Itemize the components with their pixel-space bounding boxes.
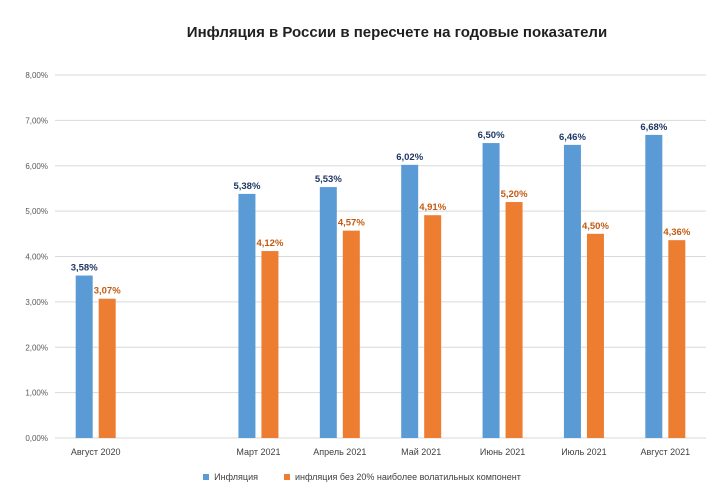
legend-swatch-core-inflation <box>283 474 290 480</box>
bar-core-inflation <box>98 298 116 438</box>
chart-title: Инфляция в России в пересчете на годовые… <box>186 24 608 41</box>
bar-inflation <box>319 187 337 438</box>
x-tick-label: Апрель 2021 <box>313 447 366 457</box>
bar-core-inflation <box>424 215 442 438</box>
y-tick-label: 1,00% <box>25 389 48 398</box>
data-label: 6,46% <box>559 132 586 143</box>
y-tick-label: 3,00% <box>25 298 48 307</box>
y-tick-label: 0,00% <box>25 434 48 443</box>
legend-item-core-inflation: инфляция без 20% наиболее волатильных ко… <box>283 472 521 482</box>
bar-core-inflation <box>342 230 360 438</box>
bar-inflation <box>645 134 663 438</box>
legend-label-inflation: Инфляция <box>214 472 258 482</box>
x-tick-label: Март 2021 <box>236 447 280 457</box>
y-tick-label: 8,00% <box>25 71 48 80</box>
data-label: 4,50% <box>582 221 609 232</box>
data-label: 5,20% <box>501 189 528 200</box>
data-label: 6,68% <box>640 122 667 133</box>
bar-core-inflation <box>586 233 604 438</box>
bar-core-inflation <box>505 202 523 438</box>
legend-label-core-inflation: инфляция без 20% наиболее волатильных ко… <box>294 472 521 482</box>
y-tick-label: 4,00% <box>25 253 48 262</box>
data-label: 4,91% <box>419 202 446 213</box>
data-label: 4,57% <box>338 218 365 229</box>
y-tick-label: 6,00% <box>25 162 48 171</box>
y-tick-label: 2,00% <box>25 343 48 352</box>
data-label: 6,02% <box>396 152 423 163</box>
chart-legend: Инфляция инфляция без 20% наиболее волат… <box>0 472 724 482</box>
data-label: 6,50% <box>478 130 505 141</box>
x-tick-label: Май 2021 <box>401 447 441 457</box>
x-tick-label: Июль 2021 <box>561 447 606 457</box>
data-label: 5,38% <box>233 181 260 192</box>
bar-inflation <box>482 143 500 438</box>
bar-core-inflation <box>261 251 279 438</box>
legend-swatch-inflation <box>203 474 210 480</box>
data-label: 5,53% <box>315 174 342 185</box>
y-tick-label: 5,00% <box>25 207 48 216</box>
data-label: 4,36% <box>663 227 690 238</box>
bar-core-inflation <box>668 240 686 438</box>
data-label: 3,58% <box>71 263 98 274</box>
x-tick-label: Июнь 2021 <box>480 447 525 457</box>
bar-inflation <box>401 164 419 438</box>
bar-inflation <box>563 144 581 438</box>
bar-inflation <box>75 275 93 438</box>
data-label: 3,07% <box>94 286 121 297</box>
x-tick-label: Август 2021 <box>641 447 691 457</box>
data-label: 4,12% <box>256 238 283 249</box>
x-tick-label: Август 2020 <box>71 447 121 457</box>
legend-item-inflation: Инфляция <box>203 472 258 482</box>
bar-inflation <box>238 193 256 438</box>
y-tick-label: 7,00% <box>25 116 48 125</box>
